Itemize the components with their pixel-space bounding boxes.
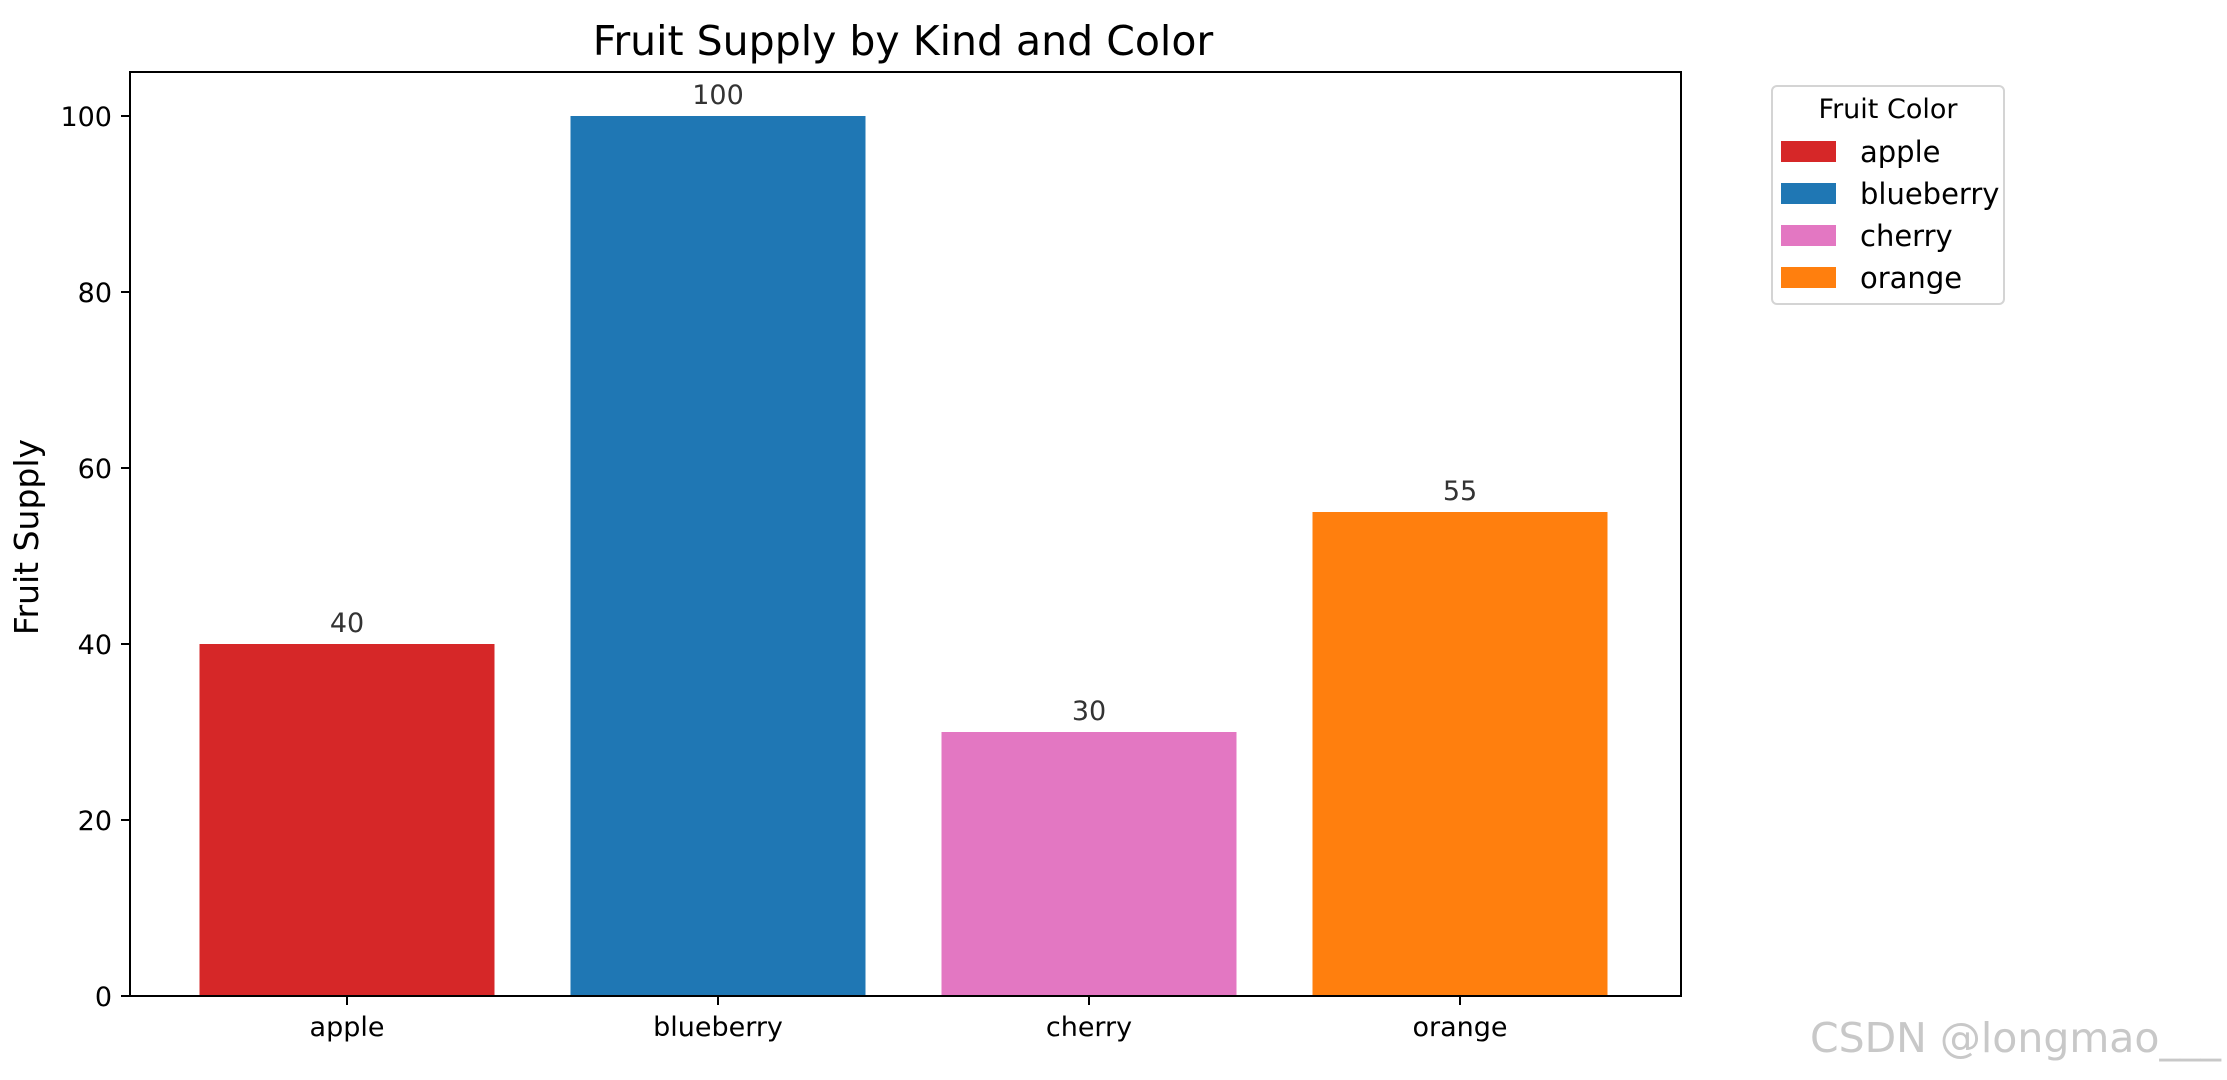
legend: Fruit Color apple blueberry cherry orange — [1771, 85, 2005, 305]
y-axis-ticks: 0 20 40 60 80 100 — [60, 102, 130, 1013]
watermark: CSDN @longmao___ — [1809, 1014, 2221, 1062]
legend-box — [1771, 85, 2005, 305]
y-tick-label: 20 — [78, 806, 112, 837]
y-axis-label: Fruit Supply — [7, 439, 46, 635]
legend-label-cherry: cherry — [1860, 219, 1953, 253]
y-tick-label: 60 — [78, 454, 112, 485]
bar-cherry — [941, 732, 1237, 996]
y-tick-label: 40 — [78, 630, 112, 661]
data-label-apple: 40 — [330, 608, 364, 639]
x-tick-label-cherry: cherry — [1046, 1012, 1132, 1043]
data-label-cherry: 30 — [1072, 696, 1106, 727]
data-label-blueberry: 100 — [692, 80, 744, 111]
legend-label-apple: apple — [1860, 135, 1941, 169]
x-tick-label-blueberry: blueberry — [653, 1012, 783, 1043]
legend-swatch-apple — [1781, 141, 1836, 162]
legend-swatch-cherry — [1781, 225, 1836, 246]
legend-entries: apple blueberry cherry orange — [1781, 135, 1999, 295]
x-tick-label-apple: apple — [310, 1012, 385, 1043]
x-tick-label-orange: orange — [1412, 1012, 1507, 1043]
legend-label-orange: orange — [1860, 261, 1962, 295]
bars-group — [199, 116, 1608, 996]
chart-title: Fruit Supply by Kind and Color — [593, 17, 1214, 65]
data-labels-group: 40 100 30 55 — [330, 80, 1477, 727]
bar-blueberry — [570, 116, 866, 996]
data-label-orange: 55 — [1443, 476, 1477, 507]
legend-label-blueberry: blueberry — [1860, 177, 1999, 211]
plot-frame — [129, 71, 1682, 997]
y-tick-label: 0 — [95, 982, 112, 1013]
bar-apple — [199, 644, 495, 996]
legend-swatch-orange — [1781, 267, 1836, 288]
bar-orange — [1312, 512, 1608, 996]
x-axis-ticks: apple blueberry cherry orange — [310, 996, 1508, 1043]
y-tick-label: 80 — [78, 278, 112, 309]
y-tick-label: 100 — [60, 102, 112, 133]
legend-title: Fruit Color — [1819, 94, 1959, 125]
legend-swatch-blueberry — [1781, 183, 1836, 204]
